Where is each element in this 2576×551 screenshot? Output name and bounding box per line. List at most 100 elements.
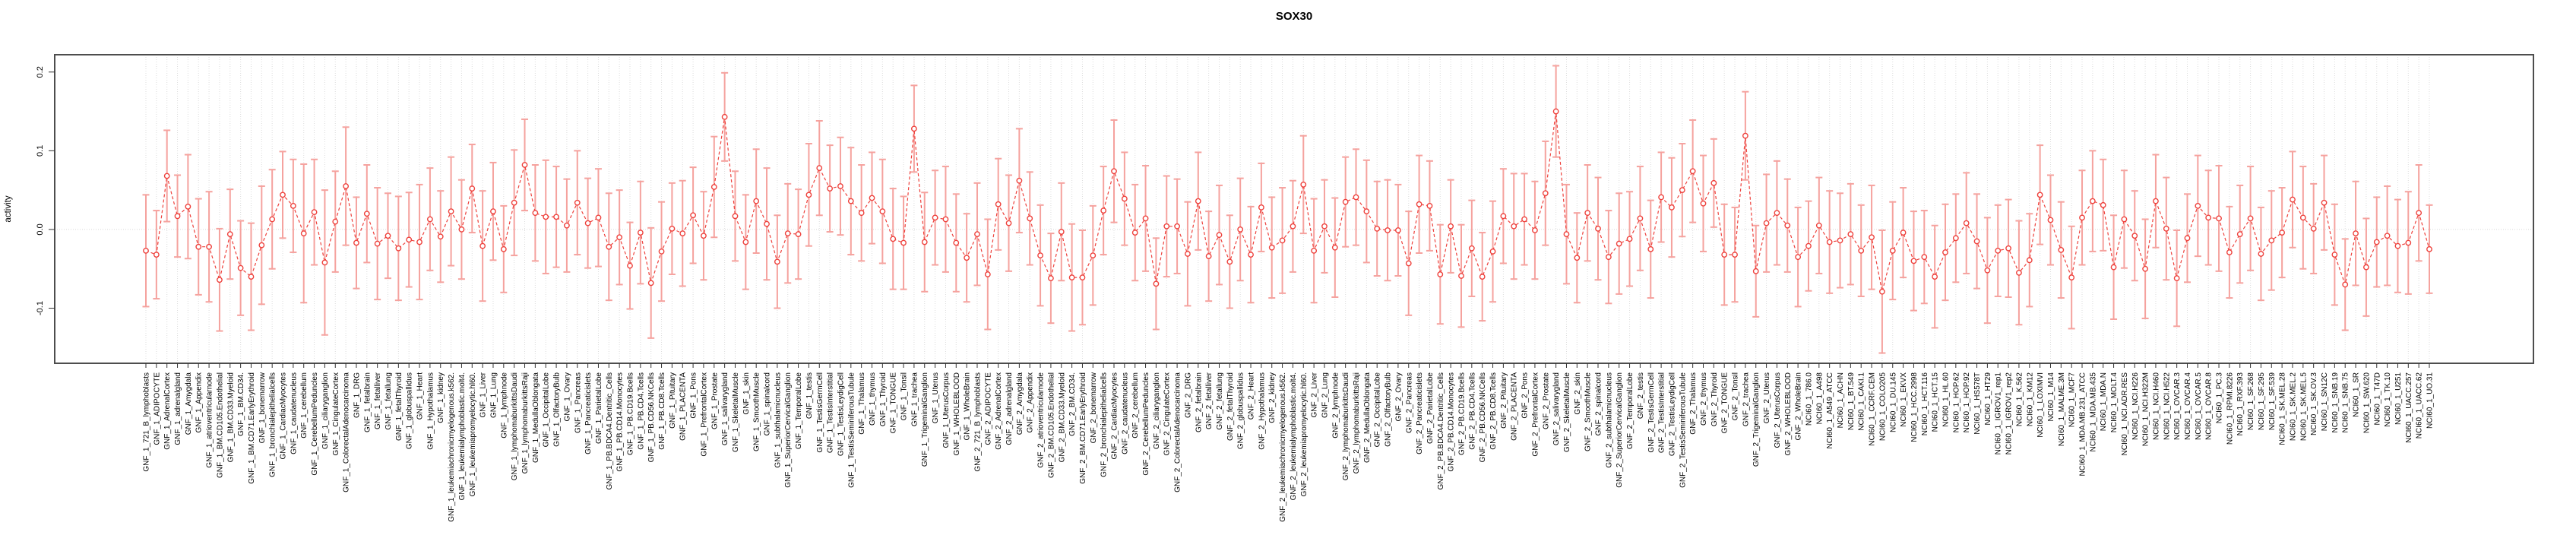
data-point [1331,244,1338,251]
data-point [153,252,160,258]
x-tick-label: GNF_1_leukemiachronicmyelogenous.k562. [448,372,456,522]
x-tick-label: NCI60_1_SN12C [2321,372,2329,431]
y-tick-label: -0.1 [36,301,45,315]
x-tick-label: GNF_1_CardiacMyocytes [280,372,288,459]
x-tick-label: NCI60_1_IGROV1_rep2 [2005,372,2014,455]
x-tick-label: NCI60_1_BT.549 [1847,372,1856,431]
x-tick-label: GNF_1_Pituitary [669,372,677,429]
data-point [732,213,739,220]
data-point [1363,208,1370,215]
data-point [1984,267,1991,274]
x-tick-label: GNF_1_Ovary [563,372,571,421]
data-point [2279,230,2286,236]
data-point [1658,194,1665,201]
data-point [784,230,791,237]
data-point [2394,242,2401,249]
x-tick-label: NCI60_1_K.562 [2015,372,2024,427]
x-tick-label: GNF_1_OlfactoryBulb [553,372,562,447]
data-point [2068,274,2075,281]
x-tick-label: GNF_1_AdrenalCortex [163,372,172,450]
x-tick-label: GNF_2_DRG [1184,372,1192,418]
x-tick-label: GNF_2_TestisLeydigCell [1668,372,1676,456]
x-tick-label: GNF_2_ADIPOCYTE [984,372,992,445]
x-tick-label: GNF_2_atrioventricularnode [1037,372,1046,468]
data-point [1752,268,1759,274]
data-point [311,209,318,216]
x-tick-label: NCI60_1_RPMI.8226 [2226,372,2234,445]
x-tick-label: NCI60_1_T47D [2373,372,2381,425]
data-point [1595,225,1601,232]
data-point [1879,288,1885,295]
data-point [1079,274,1086,281]
x-tick-label: NCI60_1_HL.60 [1941,372,1950,427]
data-point [1973,238,1980,245]
data-point [710,184,717,190]
x-tick-label: GNF_2_kidney [1268,372,1277,423]
x-tick-label: GNF_2_UterusCorpus [1774,372,1782,448]
data-point [2205,214,2212,221]
x-tick-label: NCI60_1_EKVX [1900,372,1908,427]
data-point [479,242,486,249]
data-point [343,183,350,189]
x-tick-label: NCI60_1_RXF.393 [2236,372,2245,436]
data-point [1385,227,1391,233]
data-point [363,211,370,217]
data-point [426,216,433,223]
x-tick-label: GNF_1_TrigeminalGanglion [921,372,929,467]
data-point [1963,220,1970,226]
data-point [932,214,938,221]
x-tick-label: GNF_1_BM.CD105.Endothelial [216,372,224,478]
data-point [2299,214,2306,221]
x-tick-label: NCI60_1_PC.3 [2216,372,2224,424]
x-tick-label: GNF_2_Pons [1521,372,1530,419]
plot-border [54,54,2534,364]
x-tick-label: GNF_2_PB.CD8.Tcells [1489,372,1498,450]
data-point [1458,273,1464,279]
x-tick-label: NCI60_1_HCT.116 [1921,372,1929,436]
data-point [195,243,202,250]
x-tick-label: GNF_2_OlfactoryBulb [1385,372,1393,447]
data-point [2100,201,2106,208]
data-point [1521,216,1527,223]
x-tick-label: GNF_2_Prostate [1542,372,1550,429]
data-point [910,125,917,132]
x-tick-label: GNF_1_caudatenucleus [290,372,298,454]
x-tick-label: GNF_2_TONGUE [1721,372,1729,434]
data-point [374,240,381,247]
x-tick-label: GNF_2_PB.CD19.Bcells [1457,372,1466,455]
x-tick-label: NCI60_1_NCI.H322M [2142,372,2150,446]
data-point [995,201,1002,207]
x-tick-label: GNF_2_WHOLEBLOOD [1784,372,1793,455]
data-point [1479,274,1486,280]
y-tick-label: 0.2 [36,66,45,78]
x-tick-label: NCI60_1_TK.10 [2384,372,2392,427]
x-tick-label: GNF_1_lymphomaburkittsDaudi [511,372,519,480]
x-tick-label: GNF_1_fetalliver [374,372,382,429]
x-tick-label: GNF_2_TestisGermCell [1647,372,1656,453]
data-point [1679,187,1685,194]
data-point [1847,231,1854,238]
x-tick-label: GNF_1_Thalamus [858,372,866,435]
x-tick-label: NCI60_1_NCI.H226 [2131,372,2140,440]
x-tick-label: GNF_2_ColorectalAdenocarcinoma [1174,372,1182,492]
x-tick-label: NCI60_1_HOP.62 [1952,372,1960,433]
data-point [1100,207,1107,214]
x-tick-label: GNF_1_Hypothalamus [426,372,435,450]
data-point [543,214,549,220]
data-point [174,213,181,220]
x-tick-label: GNF_1_ParietalLobe [595,372,603,444]
data-point [1700,200,1707,207]
data-point [827,185,834,192]
x-tick-label: NCI60_1_A549_ATCC [1826,372,1834,448]
data-point [921,239,928,245]
data-point [2036,192,2043,198]
data-point [1185,251,1191,257]
x-tick-label: NCI60_1_HS578T [1973,372,1982,435]
x-tick-label: GNF_1_UterusCorpus [942,372,951,448]
x-tick-label: NCI60_1_COLO205 [1878,372,1887,441]
x-tick-label: GNF_1_Liver [479,372,488,417]
x-tick-label: NCI60_1_UO.31 [2426,372,2435,429]
x-tick-label: GNF_2_salivarygland [1552,372,1561,445]
x-tick-label: NCI60_1_OVCAR.4 [2184,372,2192,440]
x-tick-label: NCI60_1_SNB.75 [2342,372,2350,433]
